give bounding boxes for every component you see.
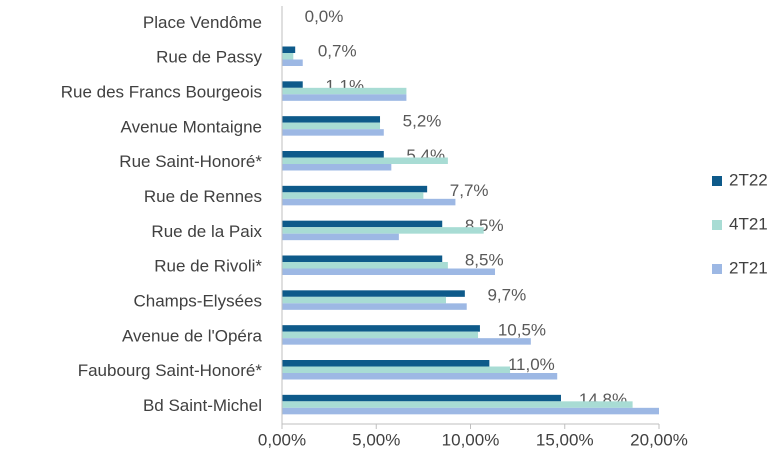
y-tick-label: Champs-Elysées	[134, 292, 263, 311]
bar	[282, 53, 294, 60]
y-tick-label: Place Vendôme	[143, 13, 262, 32]
y-tick-label: Avenue de l'Opéra	[122, 326, 263, 345]
bar	[282, 220, 443, 228]
legend-swatch	[712, 220, 722, 230]
bar	[282, 198, 456, 206]
bar	[282, 290, 465, 297]
bar	[282, 87, 407, 95]
y-tick-label: Rue de Rivoli*	[154, 257, 262, 276]
value-label: 7,7%	[450, 181, 489, 200]
x-tick-label: 5,00%	[352, 430, 400, 449]
bar	[282, 262, 448, 269]
y-tick-label: Rue des Francs Bourgeois	[61, 83, 262, 102]
bar	[282, 407, 659, 415]
y-tick-label: Avenue Montaigne	[121, 117, 262, 136]
bar	[282, 303, 467, 310]
y-tick-label: Rue de la Paix	[151, 222, 262, 241]
x-tick-label: 15,00%	[536, 430, 594, 449]
value-label: 5,2%	[403, 111, 442, 130]
bar	[282, 59, 303, 66]
bar	[282, 157, 448, 164]
value-label: 0,0%	[305, 7, 344, 26]
bar	[282, 81, 303, 88]
bar	[282, 151, 384, 158]
x-tick-label: 0,00%	[258, 430, 306, 449]
y-tick-label: Rue de Rennes	[144, 187, 262, 206]
legend-label: 4T21	[729, 214, 768, 233]
bar	[282, 233, 399, 241]
bar	[282, 227, 484, 234]
bar	[282, 129, 384, 136]
y-tick-label: Rue Saint-Honoré*	[119, 152, 262, 171]
legend-label: 2T22	[729, 170, 768, 189]
value-label: 9,7%	[487, 286, 526, 305]
bar	[282, 164, 392, 171]
bar	[282, 122, 381, 130]
bar	[282, 401, 633, 408]
bar	[282, 255, 443, 262]
bar	[282, 325, 480, 332]
bar	[282, 94, 407, 101]
value-label: 11,0%	[508, 355, 555, 374]
y-tick-label: Rue de Passy	[156, 48, 262, 67]
bar	[282, 331, 479, 339]
bar	[282, 296, 446, 304]
bar	[282, 338, 531, 345]
value-label: 0,7%	[318, 42, 357, 61]
bar	[282, 360, 490, 367]
bar	[282, 268, 496, 275]
x-tick-label: 10,00%	[442, 430, 500, 449]
legend-swatch	[712, 176, 722, 186]
y-tick-label: Bd Saint-Michel	[143, 396, 262, 415]
value-label: 8,5%	[465, 251, 504, 270]
bar	[282, 192, 424, 199]
bar	[282, 366, 511, 373]
bar	[282, 185, 428, 193]
legend-label: 2T21	[729, 258, 768, 277]
bar	[282, 116, 381, 123]
value-label: 10,5%	[498, 320, 546, 339]
bar	[282, 46, 296, 53]
bar	[282, 373, 558, 380]
legend-swatch	[712, 264, 722, 274]
bar	[282, 394, 561, 402]
y-tick-label: Faubourg Saint-Honoré*	[78, 361, 263, 380]
x-tick-label: 20,00%	[630, 430, 688, 449]
